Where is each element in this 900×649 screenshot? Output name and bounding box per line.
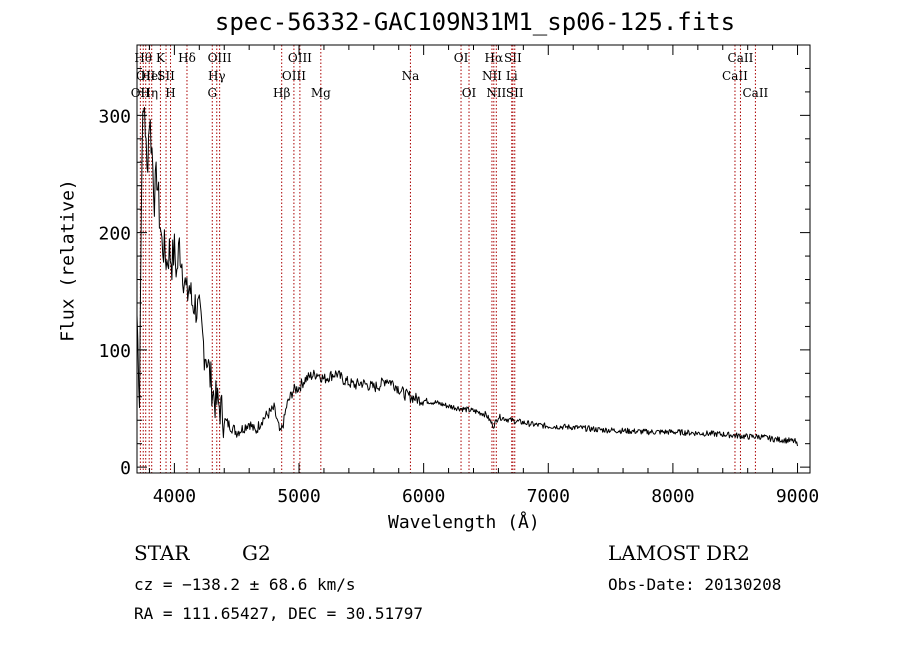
- y-tick-label: 300: [98, 106, 131, 127]
- y-axis-label: Flux (relative): [57, 179, 79, 342]
- line-label: OIII: [208, 51, 232, 65]
- y-tick-label: 100: [98, 341, 131, 362]
- line-label: NII: [486, 86, 506, 100]
- x-tick-label: 9000: [776, 486, 819, 507]
- line-label: SII: [157, 69, 175, 83]
- object-subclass: G2: [242, 541, 271, 565]
- redshift-text: cz = −138.2 ± 68.6 km/s: [134, 575, 356, 594]
- line-label: OI: [462, 86, 477, 100]
- x-axis-label: Wavelength (Å): [388, 512, 540, 533]
- y-tick-label: 0: [120, 458, 131, 479]
- x-tick-label: 5000: [277, 486, 320, 507]
- emission-lines-layer: OIIHθOIIHηHeIKSIIHHδGHγOIIIHβOIIIOIIIMgN…: [131, 45, 769, 473]
- line-label: SII: [504, 51, 522, 65]
- x-tick-label: 7000: [527, 486, 570, 507]
- line-label: CaII: [722, 69, 748, 83]
- chart-title: spec-56332-GAC109N31M1_sp06-125.fits: [214, 8, 736, 36]
- survey-name: LAMOST DR2: [608, 541, 750, 565]
- x-tick-label: 6000: [402, 486, 445, 507]
- plot-frame: [136, 44, 811, 474]
- obs-date-text: Obs-Date: 20130208: [608, 575, 782, 594]
- line-label: CaII: [728, 51, 754, 65]
- line-label: Hβ: [273, 86, 290, 100]
- y-tick-label: 200: [98, 224, 131, 245]
- object-class: STAR: [134, 541, 190, 565]
- line-label: OII: [131, 86, 151, 100]
- line-label: OI: [454, 51, 469, 65]
- spectrum-line: [136, 106, 798, 447]
- line-label: Li: [506, 69, 518, 83]
- line-label: NII: [482, 69, 502, 83]
- line-label: H: [165, 86, 175, 100]
- spectrum-layer: [136, 106, 798, 447]
- line-label: G: [207, 86, 217, 100]
- line-label: Mg: [311, 86, 331, 100]
- line-label: HeI: [141, 69, 164, 83]
- line-label: Hη: [140, 86, 158, 100]
- line-label: OIII: [288, 51, 312, 65]
- line-label: CaII: [742, 86, 768, 100]
- line-label: OII: [136, 69, 156, 83]
- axes-layer: 4000 5000 6000 7000 8000 9000 0 100 200 300: [98, 44, 819, 507]
- line-label: Na: [402, 69, 420, 83]
- line-label: Hα: [485, 51, 504, 65]
- line-label: OIII: [282, 69, 306, 83]
- x-tick-label: 8000: [651, 486, 694, 507]
- line-label: Hγ: [208, 69, 226, 83]
- x-tick-label: 4000: [153, 486, 196, 507]
- radec-text: RA = 111.65427, DEC = 30.51797: [134, 604, 423, 623]
- line-label: Hθ: [134, 51, 152, 65]
- line-label: SII: [506, 86, 524, 100]
- line-label: K: [156, 51, 166, 65]
- line-label: Hδ: [178, 51, 196, 65]
